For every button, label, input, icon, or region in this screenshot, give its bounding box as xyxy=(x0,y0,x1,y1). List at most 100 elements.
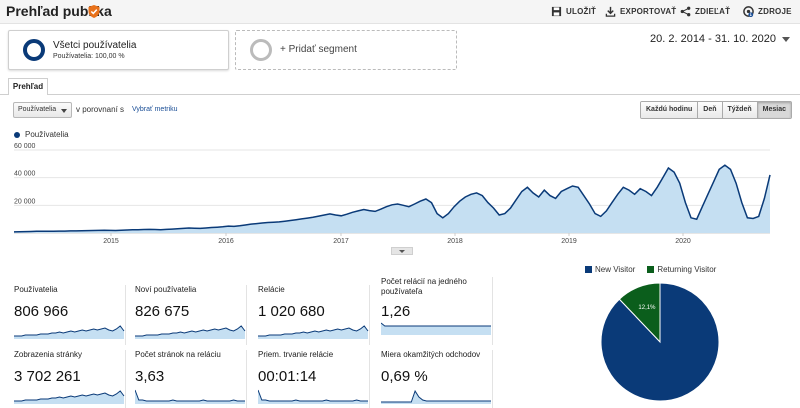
sparkline-line xyxy=(135,389,245,402)
legend-swatch xyxy=(647,266,655,273)
x-tick-label: 2017 xyxy=(333,238,349,245)
kpi-avg-session-duration[interactable]: Priem. trvanie relácie 00:01:14 xyxy=(258,350,370,408)
x-tick-label: 2015 xyxy=(103,238,119,245)
compare-label: v porovnaní s xyxy=(76,105,125,114)
sparkline-area xyxy=(258,326,368,339)
kpi-sparkline xyxy=(258,325,369,339)
sparkline-area xyxy=(135,326,245,339)
metric-select-value: Používatelia xyxy=(18,106,57,113)
y-tick-label: 40 000 xyxy=(14,171,36,178)
tab-divider xyxy=(0,94,800,95)
page-title: Prehľad publika xyxy=(6,3,112,19)
kpi-pages-per-session[interactable]: Počet stránok na reláciu 3,63 xyxy=(135,350,247,408)
kpi-sparkline xyxy=(14,390,125,404)
pie-legend-label: New Visitor xyxy=(595,265,636,274)
y-tick-label: 60 000 xyxy=(14,143,36,150)
segment-ring-icon xyxy=(23,39,45,61)
series-area xyxy=(14,165,770,233)
kpi-label: Zobrazenia stránky xyxy=(14,350,83,359)
x-tick-label: 2020 xyxy=(675,238,691,245)
tab-overview[interactable]: Prehľad xyxy=(8,78,48,95)
kpi-sessions[interactable]: Relácie 1 020 680 xyxy=(258,285,370,345)
sparkline-line xyxy=(258,325,369,337)
pie-legend: New Visitor Returning Visitor xyxy=(585,265,716,274)
collapse-chart-button[interactable] xyxy=(391,247,413,255)
chart-legend-label: Používatelia xyxy=(25,130,69,139)
kpi-label: Miera okamžitých odchodov xyxy=(381,350,481,359)
sparkline-area xyxy=(135,390,245,404)
sparkline-line xyxy=(14,325,125,337)
sparkline-line xyxy=(14,390,125,402)
save-icon xyxy=(551,6,562,17)
sparkline-line xyxy=(381,322,491,327)
kpi-pageviews[interactable]: Zobrazenia stránky 3 702 261 xyxy=(14,350,126,408)
resources-badge: 1 xyxy=(749,13,752,17)
pie-legend-item-returning[interactable]: Returning Visitor xyxy=(647,265,716,274)
kpi-sparkline xyxy=(258,389,368,404)
kpi-value: 3,63 xyxy=(135,368,165,385)
share-icon xyxy=(680,6,691,17)
export-button[interactable]: EXPORTOVAŤ xyxy=(605,6,676,17)
chevron-down-icon xyxy=(782,36,790,42)
visitor-type-pie-chart[interactable]: 12,1%87,9% xyxy=(600,282,720,402)
chevron-down-icon xyxy=(399,250,405,253)
kpi-value: 1,26 xyxy=(381,303,411,320)
period-month-button[interactable]: Mesiac xyxy=(757,102,791,118)
add-segment-ring-icon xyxy=(250,39,272,61)
kpi-label: Relácie xyxy=(258,285,285,294)
kpi-value: 3 702 261 xyxy=(14,368,81,385)
series-dot-icon xyxy=(14,131,20,138)
sparkline-area xyxy=(14,391,124,404)
kpi-value: 826 675 xyxy=(135,303,190,320)
kpi-sparkline xyxy=(381,322,491,335)
date-range-text: 20. 2. 2014 - 31. 10. 2020 xyxy=(650,33,776,45)
kpi-sparkline xyxy=(135,325,246,339)
period-hourly-button[interactable]: Každú hodinu xyxy=(641,102,699,118)
kpi-bounce-rate[interactable]: Miera okamžitých odchodov 0,69 % xyxy=(381,350,493,408)
select-metric-link[interactable]: Vybrať metriku xyxy=(132,106,178,113)
y-tick-label: 20 000 xyxy=(14,198,36,205)
sparkline-line xyxy=(381,389,491,403)
save-button[interactable]: ULOŽIŤ xyxy=(551,6,596,17)
top-bar: Prehľad publika ULOŽIŤ EXPORTOVAŤ ZDIEĽA… xyxy=(0,0,800,24)
sparkline-area xyxy=(381,323,491,335)
segment-subtitle: Používatelia: 100,00 % xyxy=(53,53,125,60)
chart-legend: Používatelia xyxy=(14,130,69,139)
metric-select[interactable]: Používatelia xyxy=(13,102,72,118)
pie-legend-item-new[interactable]: New Visitor xyxy=(585,265,635,274)
sparkline-line xyxy=(135,325,246,337)
kpi-sessions-per-user[interactable]: Počet relácií na jedného používateľa 1,2… xyxy=(381,277,493,345)
kpi-new-users[interactable]: Noví používatelia 826 675 xyxy=(135,285,247,345)
pie-legend-label: Returning Visitor xyxy=(657,265,717,274)
add-segment-button[interactable]: + Pridať segment xyxy=(235,30,457,70)
kpi-sparkline xyxy=(381,389,491,404)
kpi-label: Noví používatelia xyxy=(135,285,197,294)
period-week-button[interactable]: Týždeň xyxy=(722,102,758,118)
resources-icon: 1 xyxy=(743,6,754,17)
series-line xyxy=(13,164,771,233)
sparkline-area xyxy=(258,390,368,404)
add-segment-label: + Pridať segment xyxy=(280,44,357,55)
chevron-down-icon xyxy=(61,109,67,113)
download-icon xyxy=(605,6,616,17)
segment-all-users[interactable]: Všetci používatelia Používatelia: 100,00… xyxy=(8,30,229,70)
kpi-value: 806 966 xyxy=(14,303,69,320)
period-toggle: Každú hodinu Deň Týždeň Mesiac xyxy=(640,101,792,119)
share-button[interactable]: ZDIEĽAŤ xyxy=(680,6,730,17)
resources-button[interactable]: 1 ZDROJE xyxy=(743,6,792,17)
sparkline-area xyxy=(14,326,124,339)
kpi-sparkline xyxy=(14,325,125,339)
kpi-label: Počet relácií na jedného používateľa xyxy=(381,277,467,296)
sparkline-line xyxy=(258,389,368,402)
kpi-value: 00:01:14 xyxy=(258,368,317,385)
kpi-value: 0,69 % xyxy=(381,368,428,385)
period-day-button[interactable]: Deň xyxy=(698,102,723,118)
date-range-picker[interactable]: 20. 2. 2014 - 31. 10. 2020 xyxy=(650,33,790,45)
x-tick-label: 2019 xyxy=(561,238,577,245)
kpi-users[interactable]: Používatelia 806 966 xyxy=(14,285,126,345)
pie-slice xyxy=(600,282,720,402)
legend-swatch xyxy=(585,266,592,273)
kpi-label: Počet stránok na reláciu xyxy=(135,350,221,359)
kpi-value: 1 020 680 xyxy=(258,303,325,320)
users-area-chart[interactable]: 60 000 40 000 20 000 2015 2016 2017 2018 2019 20… xyxy=(0,140,800,255)
